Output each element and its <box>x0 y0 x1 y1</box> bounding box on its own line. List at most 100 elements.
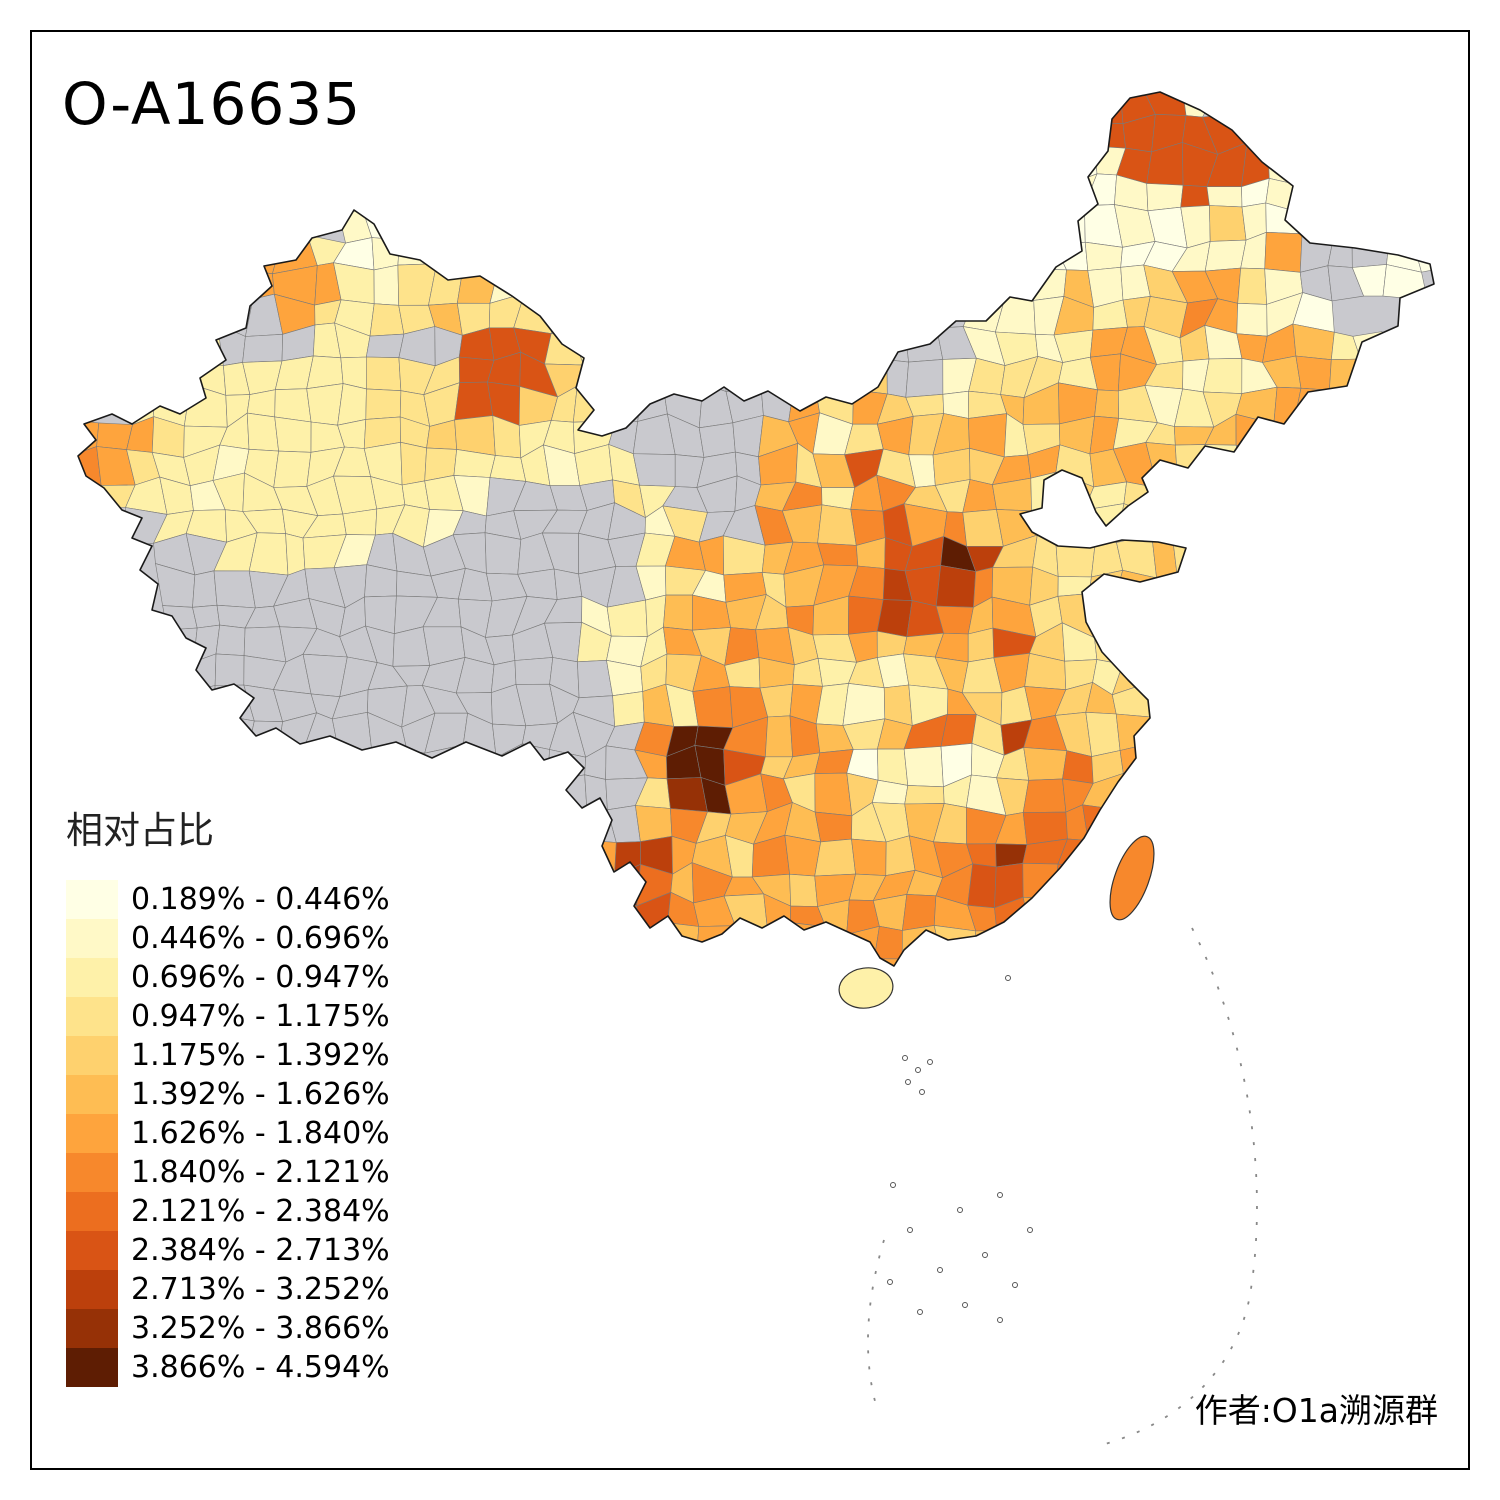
map-region <box>880 292 911 338</box>
map-region <box>847 327 888 361</box>
map-region <box>576 363 618 387</box>
map-region <box>1055 863 1097 900</box>
map-region <box>454 415 496 456</box>
map-region <box>1206 186 1243 208</box>
map-region <box>784 834 822 877</box>
map-region <box>1177 477 1215 516</box>
map-region <box>612 691 645 727</box>
map-region <box>967 627 995 663</box>
map-region <box>1094 389 1120 419</box>
map-region <box>454 772 489 817</box>
sea-island-dot <box>937 1267 943 1273</box>
map-region <box>482 772 522 817</box>
map-region <box>577 875 615 901</box>
map-region <box>162 605 198 631</box>
map-region <box>1204 239 1247 272</box>
map-region <box>754 292 785 330</box>
map-region <box>698 422 736 458</box>
map-region <box>1144 653 1187 694</box>
map-region <box>693 296 737 339</box>
legend-label: 2.121% - 2.384% <box>131 1194 390 1229</box>
legend-item: 3.866% - 4.594% <box>66 1348 390 1387</box>
sea-island-dot <box>1027 1227 1033 1233</box>
map-region <box>1087 833 1123 870</box>
map-region <box>695 925 736 966</box>
map-region <box>696 331 737 357</box>
legend-label: 0.696% - 0.947% <box>131 960 390 995</box>
map-region <box>759 922 793 966</box>
legend-item: 2.384% - 2.713% <box>66 1231 390 1270</box>
legend-label: 1.626% - 1.840% <box>131 1116 390 1151</box>
sea-island-dot <box>919 1089 925 1095</box>
map-region <box>96 422 133 451</box>
map-region <box>1085 711 1121 757</box>
map-region <box>1084 241 1123 271</box>
legend-item: 2.713% - 3.252% <box>66 1270 390 1309</box>
map-region <box>1022 778 1067 813</box>
legend-swatch <box>66 1270 118 1309</box>
map-region <box>814 811 853 843</box>
map-region <box>213 570 256 609</box>
legend-label: 1.392% - 1.626% <box>131 1077 390 1112</box>
map-region <box>995 292 1036 335</box>
map-region <box>638 922 674 963</box>
legend-item: 0.446% - 0.696% <box>66 919 390 958</box>
map-region <box>666 777 708 813</box>
map-region <box>789 873 818 907</box>
map-region <box>489 455 527 482</box>
map-region <box>612 329 642 364</box>
map-region <box>274 388 312 423</box>
map-region <box>160 627 198 666</box>
sea-island-dot <box>927 1059 933 1065</box>
map-region <box>1202 504 1241 548</box>
map-region <box>1351 203 1391 239</box>
map-region <box>603 900 639 937</box>
map-region <box>876 599 913 638</box>
map-region <box>126 416 155 453</box>
legend-swatch <box>66 880 118 919</box>
map-region <box>246 751 281 780</box>
map-region <box>731 925 768 966</box>
map-region <box>612 357 643 389</box>
map-region <box>331 711 373 755</box>
map-region <box>215 624 246 656</box>
sea-island-dot <box>962 1302 968 1308</box>
map-region <box>873 925 903 960</box>
map-region <box>1152 714 1177 755</box>
map-region <box>732 415 764 458</box>
map-region <box>1022 862 1059 900</box>
map-region <box>933 925 977 961</box>
map-region <box>731 292 761 339</box>
map-region <box>461 237 498 274</box>
map-region <box>1208 534 1235 577</box>
sea-island-dot <box>957 1207 963 1213</box>
legend-swatch <box>66 1075 118 1114</box>
map-region <box>1171 653 1216 694</box>
map-region <box>192 604 221 629</box>
sea-island-dot <box>890 1182 896 1188</box>
map-region <box>1022 896 1064 934</box>
map-region <box>632 453 676 487</box>
legend-label: 0.446% - 0.696% <box>131 921 390 956</box>
south-china-sea-islands <box>887 975 1033 1323</box>
map-region <box>277 741 307 779</box>
map-region <box>1057 117 1095 156</box>
map-region <box>641 351 673 390</box>
map-region <box>484 532 522 575</box>
map-region <box>365 356 402 392</box>
map-region <box>369 303 405 337</box>
map-region <box>1028 212 1059 247</box>
map-region <box>127 629 168 666</box>
map-region <box>571 296 616 337</box>
map-region <box>634 324 675 359</box>
legend-item: 0.189% - 0.446% <box>66 880 390 919</box>
map-region <box>1148 478 1182 516</box>
map-region <box>1082 92 1124 125</box>
map-region <box>1292 424 1334 454</box>
map-region <box>814 838 856 877</box>
hainan-island <box>838 967 894 1009</box>
map-region <box>365 333 405 359</box>
legend-label: 1.840% - 2.121% <box>131 1155 390 1190</box>
legend-swatch <box>66 1114 118 1153</box>
map-region <box>515 743 550 782</box>
